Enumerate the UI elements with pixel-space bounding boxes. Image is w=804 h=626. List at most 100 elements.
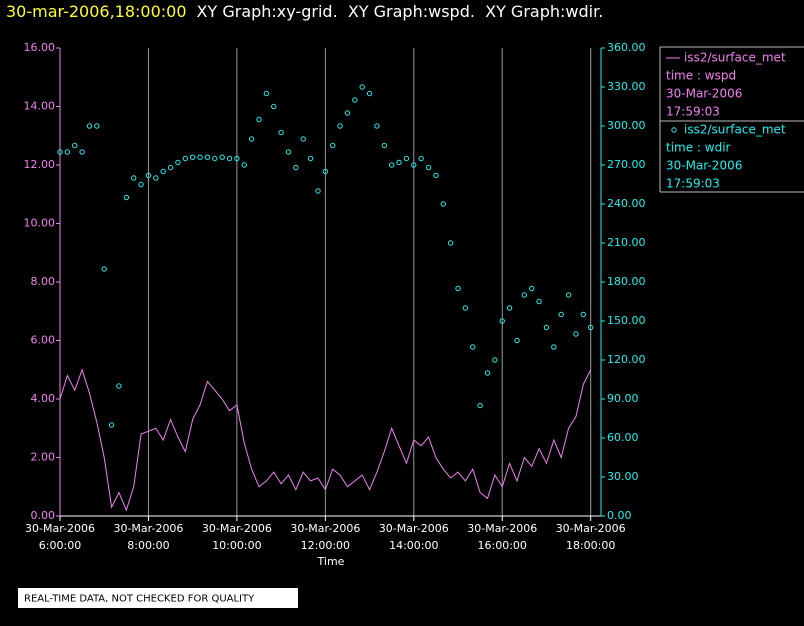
x-tick-label: 16:00:00 — [478, 539, 527, 552]
x-tick-label: 30-Mar-2006 — [290, 522, 360, 535]
wdir-dot — [337, 123, 343, 129]
title-line: 30-mar-2006,18:00:00 XY Graph:xy-grid. XY… — [6, 2, 603, 21]
wspd-line — [59, 368, 592, 512]
wdir-dot — [248, 136, 255, 142]
wdir-dot — [197, 154, 203, 160]
y2-tick-label: 240.00 — [607, 197, 646, 210]
y-tick-label: 8.00 — [31, 275, 56, 288]
wdir-dot — [352, 97, 358, 103]
x-tick-label: 30-Mar-2006 — [379, 522, 449, 535]
y-tick-label: 16.00 — [24, 41, 56, 54]
x-tick-label: 30-Mar-2006 — [202, 522, 272, 535]
wdir-dot — [271, 103, 277, 110]
y2-tick-label: 90.00 — [607, 392, 639, 405]
wdir-dot — [322, 168, 329, 175]
y2-tick-label: 360.00 — [607, 41, 646, 54]
wdir-dot — [72, 142, 78, 149]
wdir-dot — [440, 201, 446, 207]
legend-date: 30-Mar-2006 — [666, 159, 742, 173]
wdir-dot — [263, 90, 270, 97]
wdir-dot — [529, 285, 535, 292]
wdir-dot — [433, 172, 439, 179]
wdir-dot — [101, 266, 107, 272]
legend-time: 17:59:03 — [666, 177, 720, 191]
wdir-dot — [543, 324, 550, 331]
wdir-dot — [108, 422, 115, 428]
legend-time: 17:59:03 — [666, 105, 720, 119]
wdir-dot — [506, 305, 513, 311]
wdir-dot — [359, 84, 365, 90]
wdir-dot — [94, 123, 100, 129]
y2-tick-label: 0.00 — [607, 509, 632, 522]
x-tick-label: 30-Mar-2006 — [25, 522, 95, 535]
wdir-dot — [241, 162, 247, 168]
wdir-dot — [315, 188, 321, 194]
wdir-dot — [344, 110, 351, 116]
chart-title: 30-mar-2006,18:00:00 — [6, 2, 187, 21]
wdir-dot — [455, 285, 461, 292]
wdir-dot — [116, 383, 122, 389]
y-tick-label: 2.00 — [31, 451, 56, 464]
wdir-dot — [388, 162, 395, 168]
legend-entry: iss2/surface_met — [684, 51, 786, 65]
legend-entry: iss2/surface_met — [684, 123, 786, 137]
wdir-dot — [64, 149, 71, 155]
legend-swatch — [671, 127, 677, 133]
wdir-dot — [307, 155, 314, 162]
wdir-dot — [462, 305, 469, 311]
wdir-dot — [565, 292, 572, 298]
wdir-dot — [226, 155, 233, 162]
x-axis-label: Time — [317, 555, 345, 568]
x-tick-label: 30-Mar-2006 — [113, 522, 183, 535]
wdir-dot — [366, 90, 373, 97]
x-tick-label: 18:00:00 — [566, 539, 615, 552]
y2-tick-label: 180.00 — [607, 275, 646, 288]
legend-field: time : wspd — [666, 69, 736, 83]
wdir-dot — [403, 155, 410, 162]
wdir-dot — [374, 123, 380, 129]
wdir-dot — [86, 123, 93, 129]
wdir-dot — [447, 240, 454, 246]
wdir-dot — [293, 164, 299, 171]
wdir-dot — [234, 155, 240, 162]
wdir-dot — [219, 154, 225, 160]
wdir-dot — [573, 331, 579, 337]
wdir-dot — [131, 175, 137, 181]
y-tick-label: 14.00 — [24, 100, 56, 113]
wdir-dot — [381, 142, 388, 149]
y2-tick-label: 60.00 — [607, 431, 639, 444]
wdir-dot — [278, 129, 284, 136]
y-tick-label: 6.00 — [31, 334, 56, 347]
wdir-dot — [499, 318, 505, 324]
wdir-dot — [558, 311, 564, 318]
wdir-dot — [470, 344, 476, 350]
y-tick-label: 0.00 — [31, 509, 56, 522]
wdir-dot — [160, 168, 166, 175]
wdir-dot — [182, 155, 188, 162]
x-tick-label: 30-Mar-2006 — [467, 522, 537, 535]
wdir-dot — [256, 116, 262, 123]
wdir-dot — [536, 298, 542, 305]
wdir-dot — [411, 162, 417, 168]
wdir-dot — [492, 357, 498, 363]
wdir-dot — [79, 149, 85, 155]
wdir-dot — [175, 159, 181, 166]
legend-date: 30-Mar-2006 — [666, 87, 742, 101]
x-tick-label: 30-Mar-2006 — [556, 522, 626, 535]
wdir-dot — [212, 155, 218, 162]
chart-subtitle: XY Graph:xy-grid. XY Graph:wspd. XY Grap… — [197, 2, 604, 21]
y2-tick-label: 30.00 — [607, 470, 639, 483]
x-tick-label: 8:00:00 — [127, 539, 169, 552]
wdir-dot — [167, 164, 174, 171]
y2-tick-label: 300.00 — [607, 119, 646, 132]
wdir-dot — [418, 155, 424, 162]
wdir-dot — [330, 142, 336, 149]
wdir-dot — [145, 172, 152, 179]
legend-field: time : wdir — [666, 141, 731, 155]
y2-tick-label: 270.00 — [607, 158, 646, 171]
x-tick-label: 12:00:00 — [301, 539, 350, 552]
y2-tick-label: 120.00 — [607, 353, 646, 366]
y2-tick-label: 150.00 — [607, 314, 646, 327]
